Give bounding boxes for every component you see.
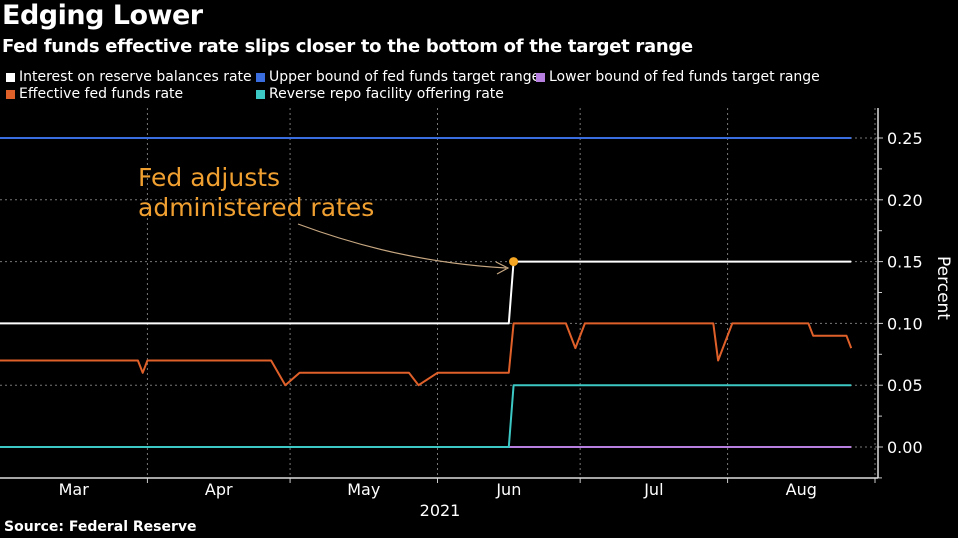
- legend-item-upper-bound: Upper bound of fed funds target range: [256, 69, 540, 85]
- x-tick-label: May: [347, 480, 380, 499]
- y-tick-label: 0.05: [887, 376, 923, 395]
- chart-subtitle: Fed funds effective rate slips closer to…: [2, 36, 693, 57]
- chart-title: Edging Lower: [2, 0, 203, 31]
- y-tick-label: 0.00: [887, 438, 923, 457]
- legend-item-reverse-repo: Reverse repo facility offering rate: [256, 86, 504, 102]
- y-axis-label: Percent: [933, 256, 953, 320]
- annotation-arrow: [297, 223, 507, 269]
- x-tick-label: Jul: [643, 480, 663, 499]
- source-note: Source: Federal Reserve: [4, 519, 197, 535]
- legend-item-effective: Effective fed funds rate: [6, 86, 183, 102]
- legend-swatch: [6, 89, 15, 99]
- legend-label: Interest on reserve balances rate: [19, 69, 252, 85]
- legend-item-lower-bound: Lower bound of fed funds target range: [536, 69, 820, 85]
- legend-label: Lower bound of fed funds target range: [549, 69, 820, 85]
- legend-swatch: [256, 72, 265, 82]
- legend-label: Reverse repo facility offering rate: [269, 86, 504, 102]
- y-tick-label: 0.20: [887, 191, 923, 210]
- series-line-reverse-repo-facility-offering-rate: [0, 384, 852, 448]
- annotation-marker: [509, 257, 519, 267]
- annotation-arrowhead: [495, 261, 510, 275]
- x-tick-label: Mar: [59, 480, 90, 499]
- annotation-line1: Fed adjusts: [138, 163, 280, 192]
- legend-swatch: [6, 72, 15, 82]
- series-line-effective-fed-funds-rate: [0, 322, 853, 387]
- annotation-line2: administered rates: [138, 193, 374, 222]
- series-line-interest-on-reserve-balances-rate: [0, 260, 852, 325]
- x-tick-label: Aug: [786, 480, 817, 499]
- x-tick-label: Jun: [495, 480, 521, 499]
- legend-label: Upper bound of fed funds target range: [269, 69, 541, 85]
- y-tick-label: 0.10: [887, 314, 923, 333]
- legend-label: Effective fed funds rate: [19, 86, 184, 102]
- x-axis-year-label: 2021: [420, 501, 461, 520]
- legend-swatch: [256, 89, 265, 99]
- legend-swatch: [536, 72, 545, 82]
- x-tick-label: Apr: [205, 480, 233, 499]
- legend-item-iorb: Interest on reserve balances rate: [6, 69, 252, 85]
- y-tick-label: 0.25: [887, 129, 923, 148]
- y-tick-label: 0.15: [887, 253, 923, 272]
